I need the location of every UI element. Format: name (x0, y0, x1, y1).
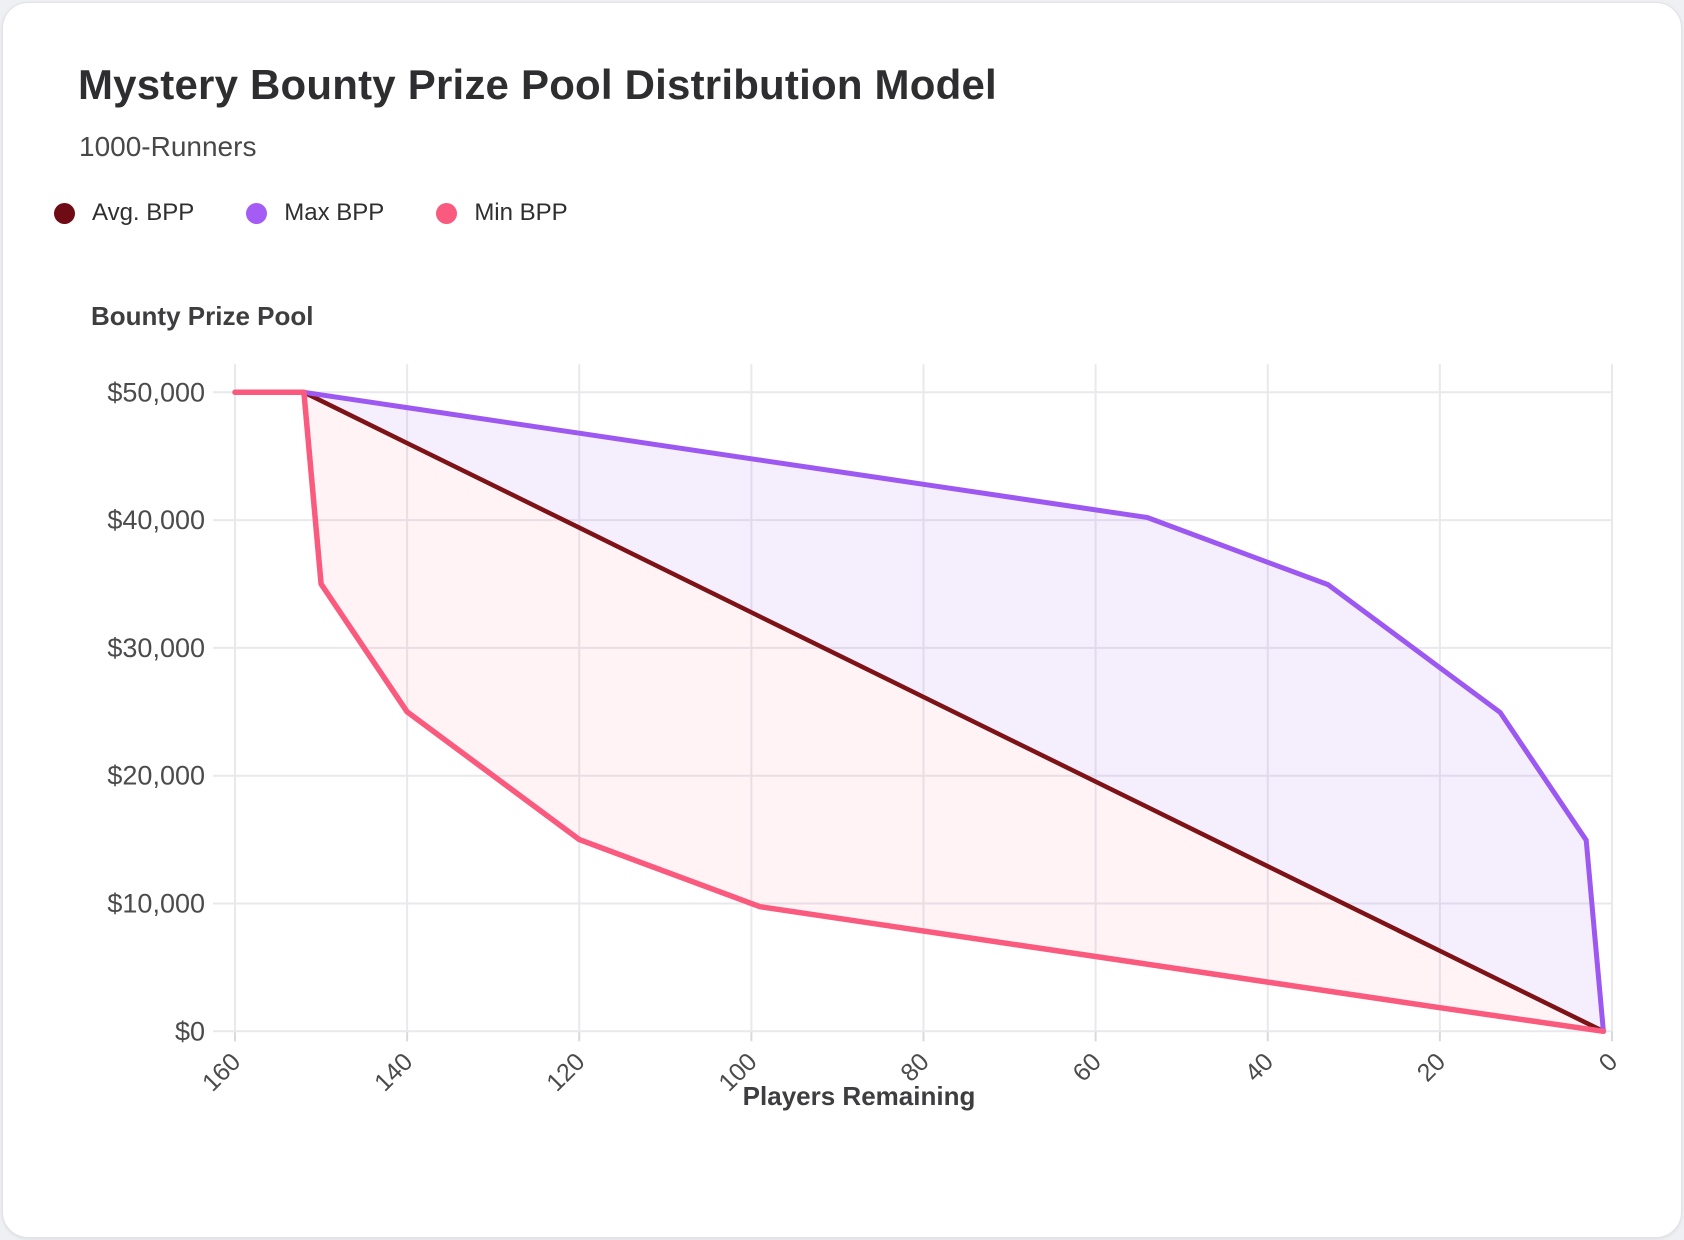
series-line-max-bpp (232, 389, 1606, 1034)
legend-item-max-bpp[interactable]: Max BPP (246, 199, 384, 227)
legend-dot-icon (54, 202, 75, 224)
series-line-avg-bpp (232, 390, 1606, 1034)
y-tick-label-10000: $10,000 (107, 889, 205, 919)
y-tick-label-0: $0 (175, 1016, 205, 1046)
legend: Avg. BPP Max BPP Min BPP (54, 199, 620, 227)
area-fill-band-1 (235, 392, 1604, 1032)
legend-item-avg-bpp[interactable]: Avg. BPP (54, 199, 194, 227)
legend-item-label: Max BPP (284, 199, 385, 226)
x-tick-label-160: 160 (197, 1048, 246, 1097)
legend-item-label: Avg. BPP (92, 199, 195, 226)
x-tick-label-0: 0 (1594, 1048, 1624, 1078)
y-tick-label-30000: $30,000 (107, 633, 205, 663)
x-tick-label-60: 60 (1067, 1048, 1106, 1087)
legend-dot-icon (436, 202, 458, 224)
y-tick-label-50000: $50,000 (107, 377, 205, 407)
y-axis-title: Bounty Prize Pool (91, 301, 313, 331)
line-chart: $0 $10,000 $20,000 $30,000 $40,000 $50,000 160… (91, 301, 1624, 1111)
series-line-min-bpp (232, 389, 1607, 1035)
chart-subtitle: 1000-Runners (79, 131, 257, 162)
legend-dot-icon (246, 202, 268, 224)
y-tick-label-20000: $20,000 (107, 761, 205, 791)
page-title: Mystery Bounty Prize Pool Distribution M… (78, 61, 997, 108)
x-tick-label-140: 140 (369, 1048, 418, 1097)
x-tick-label-20: 20 (1412, 1048, 1451, 1087)
area-fill-band-0 (235, 392, 1604, 1032)
x-tick-label-40: 40 (1240, 1048, 1279, 1087)
legend-item-min-bpp[interactable]: Min BPP (436, 199, 568, 227)
legend-item-label: Min BPP (474, 199, 568, 226)
x-tick-label-120: 120 (541, 1048, 590, 1097)
x-axis-title: Players Remaining (743, 1081, 976, 1111)
y-tick-label-40000: $40,000 (107, 505, 205, 535)
